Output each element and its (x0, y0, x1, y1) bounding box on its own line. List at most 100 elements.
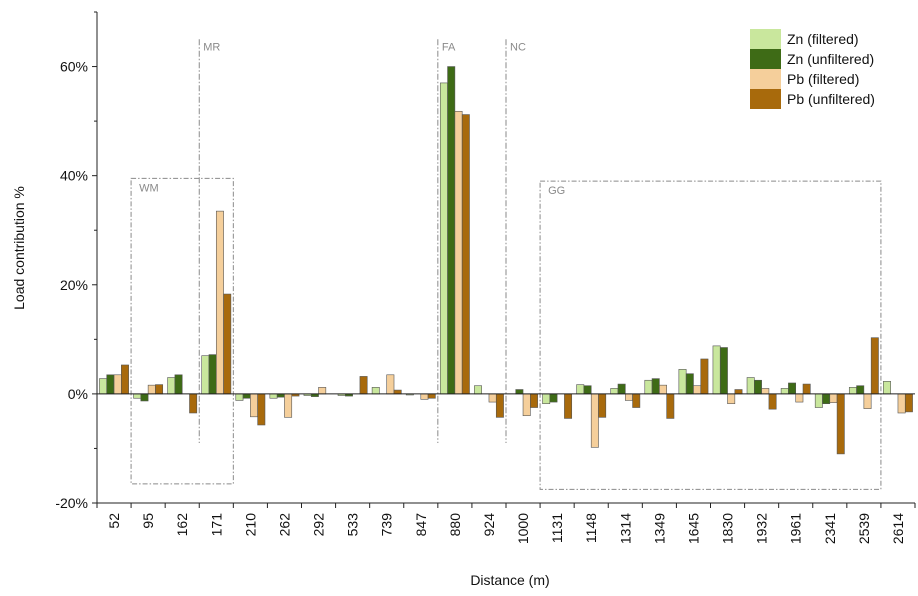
bar (488, 393, 497, 403)
legend-swatch (750, 89, 781, 109)
bar (795, 393, 804, 403)
bar (269, 393, 278, 399)
y-tick-label: 60% (60, 59, 88, 75)
x-axis-title: Distance (m) (470, 572, 549, 588)
bar (719, 347, 728, 395)
bar (515, 389, 524, 395)
region-box (130, 177, 234, 485)
legend-label: Pb (filtered) (787, 71, 859, 87)
x-tick-label: 1830 (720, 513, 736, 544)
bar (223, 293, 232, 395)
bar (474, 385, 482, 395)
bar (284, 393, 293, 418)
x-tick-label: 95 (140, 513, 156, 529)
bar (140, 393, 149, 402)
x-tick-label: 2341 (822, 513, 838, 544)
bar (693, 385, 702, 395)
x-tick-label: 924 (481, 513, 497, 537)
bar (651, 378, 660, 395)
bar (700, 358, 709, 395)
x-tick-label: 1645 (685, 513, 701, 544)
bar (427, 393, 436, 399)
x-tick-label: 1000 (515, 513, 531, 544)
x-tick-label: 171 (208, 513, 224, 537)
bar (235, 393, 244, 401)
region-label: MR (203, 41, 220, 53)
bar (897, 393, 906, 414)
bar (863, 393, 872, 409)
bars-layer (99, 66, 913, 455)
x-tick-label: 1961 (788, 513, 804, 544)
bar (761, 388, 770, 395)
region-label: FA (442, 41, 456, 53)
bar (624, 393, 633, 401)
bar (439, 82, 448, 395)
y-tick-label: 40% (60, 168, 88, 184)
annotations-layer: MR FA NC WM GG (130, 39, 882, 490)
bar (685, 373, 694, 395)
bar (147, 384, 156, 395)
bar (257, 393, 266, 426)
bar (734, 389, 743, 395)
bar (371, 387, 380, 395)
bar (836, 393, 845, 455)
y-tick-label: 0% (68, 386, 88, 402)
bar (768, 393, 777, 410)
bar (133, 393, 142, 399)
bar (583, 385, 592, 395)
bar (712, 345, 721, 395)
bar (590, 393, 599, 448)
bar (542, 393, 551, 405)
bar (174, 374, 183, 395)
region-label: NC (510, 41, 526, 53)
bar (644, 379, 653, 395)
legend-swatch (750, 49, 781, 69)
x-tick-label: 292 (311, 513, 327, 537)
x-tick-label: 2614 (890, 513, 906, 544)
y-axis-title: Load contribution % (11, 186, 27, 310)
legend: Zn (filtered) Zn (unfiltered) Pb (filtered… (750, 29, 875, 109)
y-tick-label: -20% (55, 495, 88, 511)
bar (564, 393, 573, 419)
bar (393, 389, 402, 395)
bar (780, 388, 789, 395)
axes-layer: -20% 0% 20% 40% 60% 52 95 162 171 210 262 292 533 739… (55, 11, 916, 544)
bar (495, 393, 504, 418)
bar (318, 387, 327, 395)
bar (678, 369, 687, 395)
x-tick-label: 1932 (754, 513, 770, 544)
region-label: WM (139, 182, 159, 194)
bar (359, 376, 368, 395)
bar (598, 393, 607, 418)
legend-swatch (750, 69, 781, 89)
bar (201, 355, 210, 395)
x-tick-label: 1148 (583, 513, 599, 543)
bar (727, 393, 736, 405)
bar (121, 364, 129, 395)
bar (99, 378, 108, 395)
bar (530, 393, 538, 408)
bar (610, 388, 619, 395)
bar (549, 393, 558, 403)
x-tick-label: 262 (276, 513, 292, 537)
bar (189, 393, 198, 414)
x-tick-label: 847 (413, 513, 429, 537)
bar (522, 393, 531, 417)
x-tick-label: 210 (242, 513, 258, 537)
legend-label: Zn (unfiltered) (787, 51, 874, 67)
bar (754, 379, 762, 395)
bar (250, 393, 258, 418)
x-tick-label: 52 (106, 513, 122, 529)
legend-label: Pb (unfiltered) (787, 91, 875, 107)
bar (802, 383, 811, 395)
x-tick-label: 162 (174, 513, 190, 537)
bar (848, 387, 857, 395)
bar (155, 384, 164, 395)
x-tick-label: 880 (447, 513, 463, 537)
x-tick-label: 2539 (856, 513, 872, 544)
y-tick-label: 20% (60, 277, 88, 293)
bar (856, 385, 865, 395)
bar (447, 66, 456, 395)
x-tick-label: 1349 (651, 513, 667, 544)
region-box (539, 180, 882, 490)
